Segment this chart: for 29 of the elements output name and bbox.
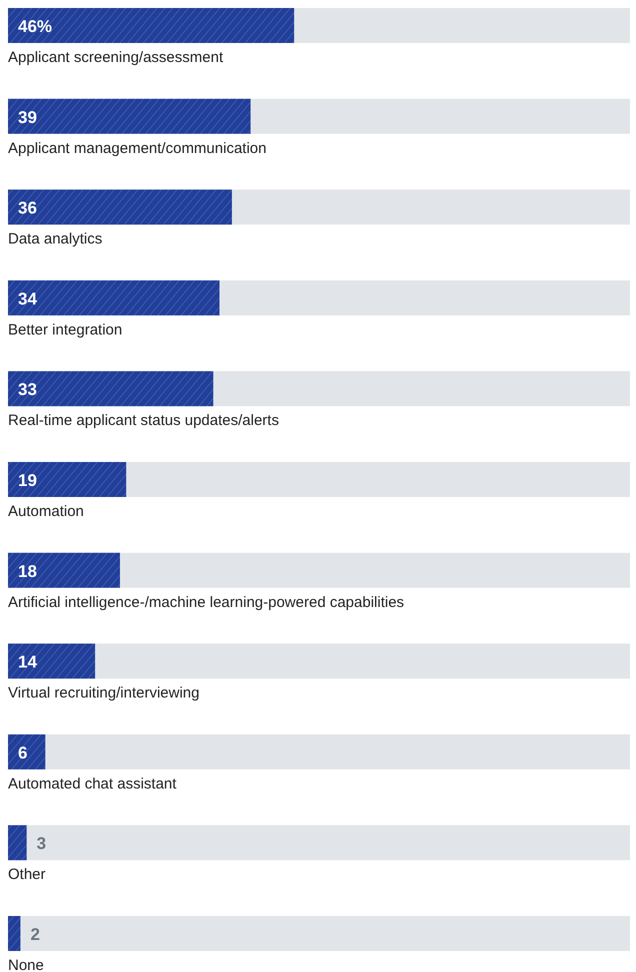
bar — [8, 552, 120, 588]
bar — [8, 644, 96, 679]
data-label: 46% — [18, 17, 52, 36]
y-tick-label: None — [8, 957, 44, 972]
y-tick-label: Better integration — [8, 321, 122, 338]
bar — [8, 734, 46, 770]
y-tick-label: Real-time applicant status updates/alerts — [8, 412, 279, 430]
bar — [8, 916, 20, 951]
data-label: 18 — [18, 562, 37, 581]
y-tick-label: Other — [8, 866, 46, 884]
data-label: 6 — [18, 743, 28, 762]
y-tick-label: Data analytics — [8, 230, 102, 248]
data-label: 19 — [18, 471, 37, 490]
y-tick-label: Applicant screening/assessment — [8, 49, 224, 66]
bar — [8, 371, 214, 406]
y-tick-label: Automated chat assistant — [8, 775, 178, 792]
y-tick-label: Artificial intelligence-/machine learning-powered capabilities — [8, 594, 404, 611]
y-tick-label: Applicant management/communication — [8, 140, 266, 157]
data-label: 2 — [30, 925, 40, 944]
data-label: 14 — [18, 652, 38, 672]
data-label: 3 — [36, 834, 46, 854]
data-label: 34 — [18, 289, 38, 308]
data-label: 39 — [18, 108, 37, 127]
y-tick-label: Virtual recruiting/interviewing — [8, 684, 200, 702]
data-label: 36 — [18, 198, 37, 218]
bar — [8, 462, 126, 497]
bar — [8, 825, 27, 860]
data-label: 33 — [18, 380, 37, 400]
y-tick-label: Automation — [8, 503, 84, 520]
